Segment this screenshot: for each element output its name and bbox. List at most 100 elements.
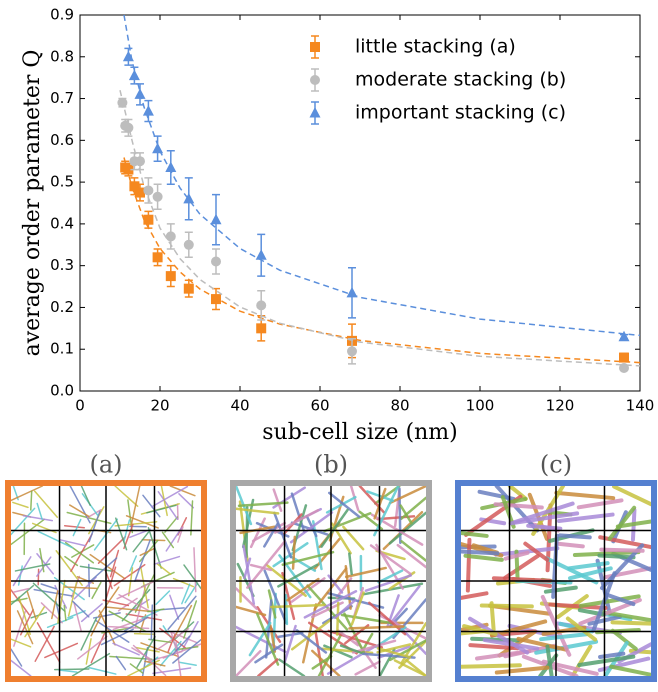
fiber <box>10 659 32 677</box>
fiber <box>572 550 641 557</box>
fiber <box>142 494 161 518</box>
fiber <box>134 539 151 582</box>
fiber <box>494 484 540 533</box>
fiber <box>36 556 52 577</box>
fiber <box>12 501 29 509</box>
data-point <box>152 252 163 263</box>
y-tick-label: 0.5 <box>50 173 74 191</box>
x-tick-label: 60 <box>310 397 329 415</box>
fiber <box>69 504 90 518</box>
fiber <box>114 485 139 507</box>
fiber <box>373 485 400 537</box>
panel-frame <box>5 480 207 682</box>
fiber <box>290 619 332 651</box>
fiber <box>295 629 328 654</box>
fiber <box>323 512 372 533</box>
fiber <box>16 610 34 645</box>
fiber <box>263 522 279 548</box>
fiber <box>400 540 428 562</box>
data-point <box>135 187 145 198</box>
fiber <box>177 526 184 543</box>
fiber <box>333 599 357 620</box>
panel-frame <box>230 480 432 682</box>
fiber <box>350 591 365 626</box>
data-point <box>129 181 140 192</box>
fiber <box>10 648 23 667</box>
fiber <box>116 579 157 600</box>
y-tick-label: 0.4 <box>50 214 74 232</box>
fiber <box>234 605 267 617</box>
fiber <box>90 630 107 664</box>
fiber <box>80 485 91 507</box>
fiber <box>393 659 428 678</box>
fiber <box>159 640 182 667</box>
panel-frame <box>455 480 657 682</box>
panel <box>230 480 432 682</box>
fiber <box>565 616 598 642</box>
fiber <box>612 484 653 507</box>
y-tick-label: 0.0 <box>50 382 74 400</box>
y-tick-label: 0.8 <box>50 47 74 65</box>
fiber <box>36 622 61 663</box>
fiber <box>462 624 498 637</box>
fiber <box>141 539 166 542</box>
fiber <box>132 531 150 553</box>
data-point <box>347 346 357 357</box>
data-point <box>142 105 154 116</box>
fiber <box>264 599 273 659</box>
fiber <box>348 625 405 630</box>
fiber <box>289 511 334 544</box>
fiber <box>459 549 500 556</box>
fiber <box>272 488 283 512</box>
data-point <box>256 323 267 334</box>
fiber <box>248 621 272 657</box>
fiber <box>87 557 118 584</box>
fiber <box>368 601 407 636</box>
fiber <box>10 584 35 606</box>
fiber <box>147 608 165 613</box>
fiber <box>490 619 548 638</box>
fiber <box>527 492 549 541</box>
fiber <box>10 597 28 603</box>
fiber <box>26 590 37 620</box>
fiber <box>88 510 101 543</box>
legend-marker <box>310 75 320 85</box>
fiber <box>63 524 85 529</box>
fiber <box>19 608 34 636</box>
x-axis-label: sub-cell size (nm) <box>262 420 458 445</box>
fiber <box>14 563 51 572</box>
fiber <box>291 535 297 570</box>
fiber <box>125 515 159 529</box>
data-point <box>256 300 267 311</box>
fiber <box>538 653 559 678</box>
fiber <box>254 643 284 664</box>
y-tick-label: 0.2 <box>50 298 74 316</box>
fiber <box>577 654 636 668</box>
x-tick-label: 120 <box>546 397 575 415</box>
data-point <box>183 192 195 204</box>
fiber <box>155 590 171 606</box>
fiber <box>482 638 540 651</box>
panel <box>455 480 657 682</box>
fiber <box>115 655 127 671</box>
fiber <box>314 630 324 678</box>
fiber <box>37 530 74 549</box>
data-point <box>117 97 128 108</box>
fiber <box>178 661 197 667</box>
fiber <box>164 516 179 533</box>
fiber <box>369 544 412 575</box>
fiber <box>556 512 615 524</box>
fiber <box>165 526 183 552</box>
fiber <box>597 656 651 673</box>
fiber <box>306 584 349 631</box>
data-point <box>165 231 176 242</box>
fiber <box>599 547 645 553</box>
fiber <box>91 581 102 600</box>
fiber <box>132 644 167 677</box>
x-tick-label: 80 <box>390 397 409 415</box>
fiber <box>325 495 357 514</box>
fiber <box>607 505 637 541</box>
fiber <box>39 547 45 573</box>
fiber <box>171 604 193 642</box>
y-axis-label: average order parameter Q <box>20 50 45 357</box>
